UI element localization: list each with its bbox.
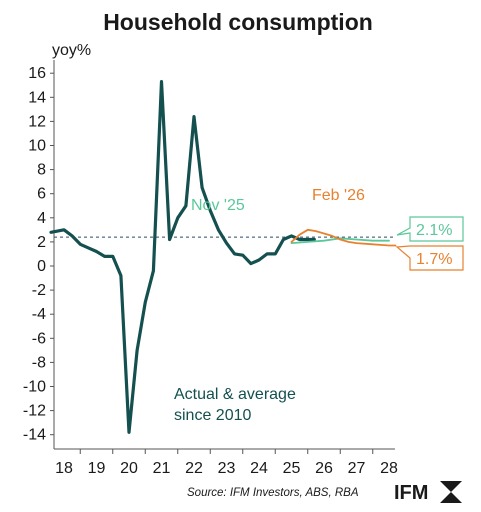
x-tick-label: 25 <box>283 460 301 477</box>
ifm-logo-text: IFM <box>394 482 428 504</box>
y-tick-label: 0 <box>37 258 46 275</box>
y-tick-label: -6 <box>32 330 46 347</box>
series-line-1 <box>290 237 390 245</box>
y-tick-label: -8 <box>32 354 46 371</box>
y-tick-label: 16 <box>28 65 46 82</box>
y-tick-label: -4 <box>32 306 46 323</box>
chart-title: Household consumption <box>103 9 373 35</box>
x-tick-label: 19 <box>88 460 106 477</box>
annotation-actual-line2: since 2010 <box>174 407 251 424</box>
series-line-0 <box>49 79 316 434</box>
y-axis: 16 14 12 10 8 6 4 2 0 -2 -4 -6 -8 -10 -12 -14 <box>23 65 54 444</box>
x-tick-label: 24 <box>250 460 268 477</box>
x-tick-label: 27 <box>348 460 366 477</box>
callout-feb26-text: 1.7% <box>416 251 452 268</box>
x-tick-label: 18 <box>55 460 73 477</box>
y-tick-label: -14 <box>23 427 46 444</box>
y-tick-label: 6 <box>37 186 46 203</box>
x-tick-label: 22 <box>185 460 203 477</box>
x-axis: 18 19 20 21 22 23 24 25 26 27 28 <box>55 449 398 477</box>
ifm-logo-icon <box>440 481 462 503</box>
x-tick-label: 20 <box>120 460 138 477</box>
y-axis-unit-label: yoy% <box>52 42 91 59</box>
series-lines <box>49 79 397 434</box>
ifm-logo: IFM <box>394 481 462 504</box>
annotation-actual-line1: Actual & average <box>174 386 296 403</box>
y-tick-label: 2 <box>37 234 46 251</box>
callout-nov25: 2.1% <box>396 216 464 242</box>
y-tick-label: 10 <box>28 138 46 155</box>
annotation-feb26: Feb '26 <box>312 187 365 204</box>
y-tick-label: 14 <box>28 89 46 106</box>
y-tick-label: -10 <box>23 379 46 396</box>
x-tick-label: 28 <box>380 460 398 477</box>
y-tick-label: -2 <box>32 282 46 299</box>
y-tick-label: 8 <box>37 162 46 179</box>
x-tick-label: 21 <box>153 460 171 477</box>
source-note: Source: IFM Investors, ABS, RBA <box>187 487 359 499</box>
x-tick-label: 23 <box>218 460 236 477</box>
callout-nov25-text: 2.1% <box>416 222 452 239</box>
y-tick-label: 4 <box>37 210 46 227</box>
x-tick-label: 26 <box>315 460 333 477</box>
annotation-nov25: Nov '25 <box>191 197 245 214</box>
callout-feb26: 1.7% <box>395 245 464 271</box>
y-tick-label: 12 <box>28 113 46 130</box>
series-line-2 <box>290 228 397 247</box>
y-tick-label: -12 <box>23 403 46 420</box>
